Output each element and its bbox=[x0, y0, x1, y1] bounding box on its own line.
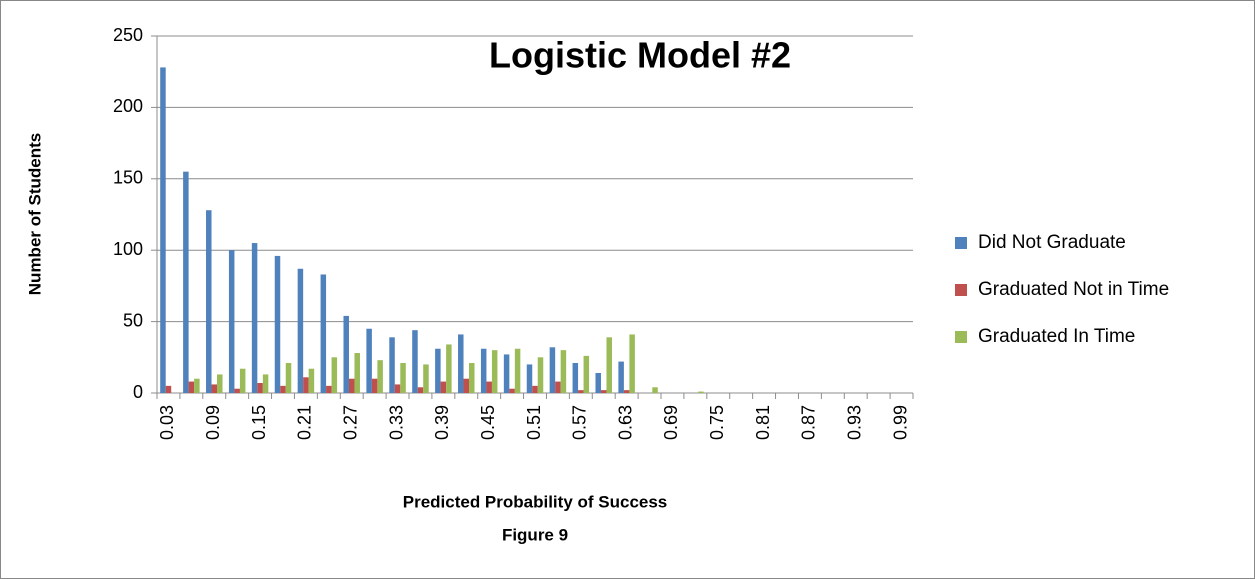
bar bbox=[280, 385, 286, 393]
legend-swatch bbox=[955, 237, 967, 249]
bar bbox=[188, 381, 195, 393]
bar bbox=[486, 381, 492, 393]
y-tick-label: 100 bbox=[113, 239, 143, 259]
x-tick-label: 0.99 bbox=[890, 405, 910, 440]
bar bbox=[480, 348, 487, 393]
bar bbox=[251, 243, 258, 393]
bar bbox=[274, 255, 281, 393]
bar bbox=[469, 363, 475, 393]
y-tick-label: 250 bbox=[113, 25, 143, 45]
bar bbox=[308, 368, 315, 393]
bar bbox=[423, 364, 429, 393]
x-tick-label: 0.45 bbox=[478, 405, 498, 440]
bar bbox=[560, 350, 567, 393]
bar bbox=[652, 387, 658, 393]
y-axis-label: Number of Students bbox=[25, 133, 44, 295]
legend-label: Did Not Graduate bbox=[978, 232, 1126, 253]
bar bbox=[165, 385, 172, 393]
bar bbox=[297, 268, 304, 393]
chart-title: Logistic Model #2 bbox=[489, 35, 791, 76]
x-tick-label: 0.69 bbox=[661, 405, 681, 440]
bar bbox=[514, 348, 521, 393]
bar bbox=[234, 388, 240, 393]
bar bbox=[326, 385, 332, 393]
bar bbox=[217, 374, 223, 393]
bar bbox=[257, 383, 263, 393]
bar bbox=[371, 378, 378, 393]
bar bbox=[618, 361, 624, 393]
bar bbox=[417, 387, 424, 393]
legend-label: Graduated Not in Time bbox=[978, 279, 1169, 300]
bar bbox=[320, 274, 327, 393]
x-tick-label: 0.33 bbox=[386, 405, 406, 440]
bar bbox=[211, 384, 218, 393]
bar bbox=[578, 390, 584, 393]
y-tick-label: 200 bbox=[113, 96, 143, 116]
bar bbox=[623, 390, 630, 393]
bar bbox=[160, 67, 166, 393]
x-tick-label: 0.87 bbox=[799, 405, 819, 440]
bar bbox=[532, 385, 538, 393]
bar bbox=[458, 334, 464, 393]
bar bbox=[595, 373, 601, 393]
x-tick-label: 0.03 bbox=[157, 405, 177, 440]
bar bbox=[262, 374, 269, 393]
x-tick-label: 0.81 bbox=[753, 405, 773, 440]
bar bbox=[526, 364, 533, 393]
bar bbox=[446, 344, 452, 393]
legend-swatch bbox=[955, 284, 967, 296]
bar bbox=[537, 357, 544, 393]
bar bbox=[183, 171, 189, 393]
bar bbox=[194, 378, 200, 393]
x-tick-label: 0.57 bbox=[570, 405, 590, 440]
y-tick-label: 50 bbox=[123, 310, 143, 330]
y-tick-label: 0 bbox=[133, 382, 143, 402]
bar bbox=[228, 250, 235, 393]
bar bbox=[606, 337, 612, 393]
bar bbox=[206, 210, 212, 393]
bar bbox=[698, 391, 704, 393]
bar bbox=[572, 363, 579, 393]
legend-label: Graduated In Time bbox=[978, 326, 1135, 347]
x-tick-label: 0.39 bbox=[432, 405, 452, 440]
x-tick-label: 0.63 bbox=[615, 405, 635, 440]
y-tick-label: 150 bbox=[113, 168, 143, 188]
bar bbox=[503, 354, 510, 393]
bar bbox=[348, 378, 355, 393]
bar bbox=[583, 355, 590, 393]
bar bbox=[412, 330, 418, 393]
bar bbox=[303, 377, 309, 393]
x-tick-label: 0.75 bbox=[707, 405, 727, 440]
bar bbox=[394, 384, 401, 393]
x-tick-label: 0.27 bbox=[340, 405, 360, 440]
bar bbox=[491, 350, 498, 393]
bar bbox=[509, 388, 515, 393]
bar bbox=[463, 378, 470, 393]
bar bbox=[377, 360, 383, 393]
bar bbox=[366, 328, 372, 393]
bar bbox=[435, 348, 441, 393]
x-axis-label: Predicted Probability of Success bbox=[403, 492, 668, 511]
bar bbox=[285, 363, 292, 393]
bar bbox=[549, 347, 556, 393]
bar bbox=[555, 381, 561, 393]
bar bbox=[239, 368, 246, 393]
bar bbox=[629, 334, 635, 393]
bar bbox=[389, 337, 395, 393]
x-tick-label: 0.51 bbox=[524, 405, 544, 440]
bar bbox=[343, 315, 349, 393]
legend-swatch bbox=[955, 331, 967, 343]
x-tick-label: 0.15 bbox=[249, 405, 269, 440]
bar bbox=[331, 357, 338, 393]
bar bbox=[600, 390, 607, 393]
bar bbox=[440, 381, 447, 393]
x-tick-label: 0.93 bbox=[844, 405, 864, 440]
caption: Figure 9 bbox=[502, 525, 568, 544]
bar bbox=[354, 353, 360, 393]
bar bbox=[400, 363, 406, 393]
x-tick-label: 0.21 bbox=[295, 405, 315, 440]
x-tick-label: 0.09 bbox=[203, 405, 223, 440]
